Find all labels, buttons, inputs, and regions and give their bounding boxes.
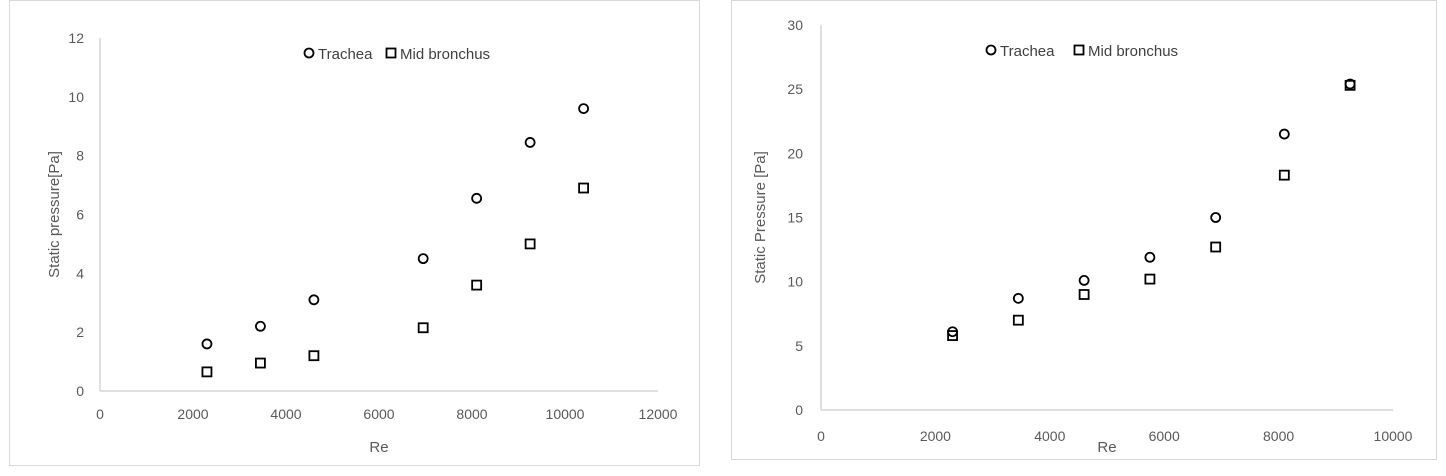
trachea-point bbox=[524, 137, 536, 148]
y-tick-label: 8 bbox=[76, 148, 84, 164]
trachea-point bbox=[417, 253, 429, 265]
y-tick-label: 4 bbox=[76, 265, 84, 281]
x-tick-label: 10000 bbox=[546, 406, 585, 422]
x-tick-label: 12000 bbox=[639, 406, 678, 422]
mid-bronchus-point bbox=[1344, 79, 1356, 91]
mid-bronchus-point bbox=[471, 279, 483, 291]
legend-square-marker bbox=[1073, 44, 1085, 56]
x-tick-label: 6000 bbox=[363, 406, 394, 422]
y-tick-label: 6 bbox=[76, 207, 84, 223]
mid-bronchus-point bbox=[1078, 289, 1090, 300]
x-tick-label: 2000 bbox=[177, 406, 208, 422]
x-tick-label: 4000 bbox=[270, 406, 301, 422]
mid-bronchus-point bbox=[308, 350, 320, 362]
y-axis-title: Static Pressure [Pa] bbox=[752, 151, 769, 284]
x-tick-label: 10000 bbox=[1374, 428, 1413, 444]
y-axis-title: Static pressure[Pa] bbox=[46, 151, 63, 278]
y-tick-label: 15 bbox=[787, 210, 803, 226]
x-tick-label: 0 bbox=[817, 428, 825, 444]
y-tick-label: 10 bbox=[787, 274, 803, 290]
mid-bronchus-point bbox=[255, 357, 266, 369]
trachea-point bbox=[201, 338, 213, 350]
mid-bronchus-point bbox=[578, 182, 589, 194]
mid-bronchus-point bbox=[524, 238, 536, 250]
legend-circle-marker bbox=[985, 44, 997, 56]
x-tick-label: 4000 bbox=[1034, 428, 1065, 444]
legend-circle-marker bbox=[303, 47, 315, 59]
trachea-point bbox=[1278, 128, 1290, 140]
trachea-point bbox=[578, 103, 589, 114]
mid-bronchus-point bbox=[947, 330, 958, 341]
x-tick-label: 2000 bbox=[920, 428, 951, 444]
y-tick-label: 5 bbox=[795, 338, 803, 354]
chart-border bbox=[9, 0, 700, 466]
right-chart-svg: 0 2000 4000 6000 8000 10000 0 5 10 15 20 25 30 Re Stat… bbox=[731, 0, 1437, 460]
x-axis-title: Re bbox=[369, 439, 388, 456]
y-tick-label: 10 bbox=[68, 89, 84, 105]
mid-bronchus-point bbox=[1012, 314, 1024, 326]
mid-bronchus-point bbox=[1278, 169, 1290, 181]
trachea-point bbox=[1210, 212, 1222, 223]
trachea-point bbox=[1078, 274, 1090, 286]
trachea-point bbox=[1144, 251, 1156, 263]
trachea-point bbox=[1012, 292, 1024, 304]
legend-label: Mid bronchus bbox=[1088, 43, 1178, 60]
trachea-point bbox=[471, 192, 483, 204]
y-tick-label: 0 bbox=[795, 402, 803, 418]
x-tick-label: 6000 bbox=[1149, 428, 1180, 444]
trachea-point bbox=[308, 294, 320, 306]
y-tick-label: 30 bbox=[787, 17, 803, 33]
right-chart: 0 2000 4000 6000 8000 10000 0 5 10 15 20 25 30 Re Stat… bbox=[731, 0, 1437, 460]
legend-label: Trachea bbox=[1000, 43, 1055, 60]
mid-bronchus-point bbox=[1144, 273, 1156, 285]
x-tick-label: 8000 bbox=[1263, 428, 1294, 444]
y-tick-label: 25 bbox=[787, 81, 803, 97]
x-tick-label: 8000 bbox=[456, 406, 487, 422]
chart-border bbox=[731, 0, 1437, 460]
legend-label: Trachea bbox=[318, 46, 373, 63]
mid-bronchus-point bbox=[201, 366, 213, 378]
x-tick-label: 0 bbox=[96, 406, 104, 422]
y-tick-label: 2 bbox=[76, 324, 84, 340]
left-chart-svg: 0 2000 4000 6000 8000 10000 12000 0 2 4 6 8 10 12 Re St… bbox=[9, 0, 700, 466]
y-tick-label: 12 bbox=[68, 30, 84, 46]
legend-label: Mid bronchus bbox=[400, 46, 490, 63]
y-tick-label: 0 bbox=[76, 383, 84, 399]
legend-square-marker bbox=[385, 47, 397, 59]
mid-bronchus-point bbox=[417, 322, 429, 334]
left-chart: 0 2000 4000 6000 8000 10000 12000 0 2 4 6 8 10 12 Re St… bbox=[9, 0, 700, 466]
x-axis-title: Re bbox=[1097, 439, 1116, 456]
trachea-point bbox=[255, 320, 266, 332]
mid-bronchus-point bbox=[1210, 241, 1222, 253]
y-tick-label: 20 bbox=[787, 145, 803, 161]
